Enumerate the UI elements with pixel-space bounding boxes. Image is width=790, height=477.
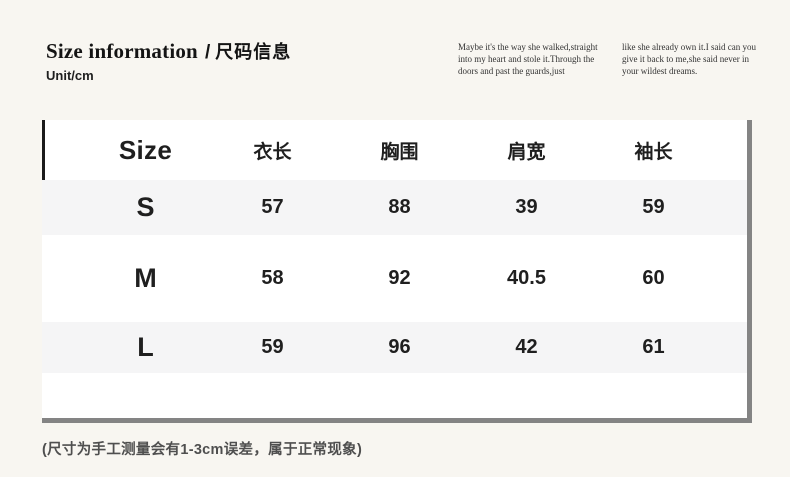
decorative-lyrics-left: Maybe it's the way she walked,straight i… [458,42,598,76]
page-title-separator: / [204,42,211,63]
column-header-size: Size [118,134,173,165]
sleeve-value: 59 [642,196,665,218]
bust-value: 88 [388,196,411,218]
measurement-tolerance-note: (尺寸为手工测量会有1-3cm误差，属于正常现象) [42,442,363,458]
page-title: Size information / 尺码信息 [46,38,291,64]
shoulder-value: 39 [515,196,538,218]
shoulder-value: 42 [515,336,538,358]
length-value: 57 [261,196,284,218]
length-value: 58 [261,267,284,289]
column-header-bust: 胸围 [380,141,419,163]
table-row-size-m: M 58 92 40.5 60 [42,235,747,322]
column-header-length: 衣长 [253,141,292,163]
title-block: Size information / 尺码信息 Unit/cm [46,38,291,83]
decorative-lyrics-right: like she already own it.I said can you g… [622,42,756,76]
sleeve-value: 61 [642,336,665,358]
size-label: S [136,192,155,222]
page-title-chinese: 尺码信息 [215,42,292,62]
table-row-size-s: S 57 88 39 59 [42,180,747,235]
column-header-sleeve: 袖长 [634,141,673,163]
page-title-english: Size information [46,39,198,63]
size-chart-table: Size 衣长 胸围 肩宽 袖长 S 57 88 39 59 M 58 92 4… [42,120,752,423]
bust-value: 96 [388,336,411,358]
table-header-row: Size 衣长 胸围 肩宽 袖长 [42,120,747,180]
table-row-size-l: L 59 96 42 61 [42,322,747,373]
size-label: M [134,263,157,293]
column-header-shoulder: 肩宽 [507,141,546,163]
sleeve-value: 60 [642,267,665,289]
length-value: 59 [261,336,284,358]
unit-label: Unit/cm [46,68,94,83]
size-label: L [137,332,154,362]
shoulder-value: 40.5 [507,267,546,289]
header-accent-bar [42,120,45,180]
bust-value: 92 [388,267,411,289]
